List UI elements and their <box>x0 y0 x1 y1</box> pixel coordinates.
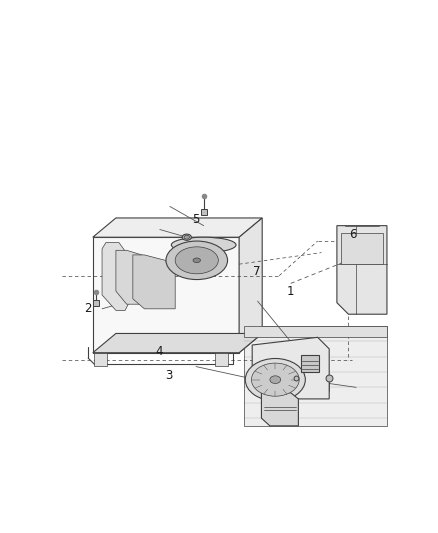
Text: 6: 6 <box>349 228 357 241</box>
Ellipse shape <box>182 234 191 240</box>
Polygon shape <box>301 355 319 372</box>
Text: 1: 1 <box>286 285 294 298</box>
Polygon shape <box>215 353 228 366</box>
Polygon shape <box>133 255 175 309</box>
Ellipse shape <box>193 258 201 263</box>
Ellipse shape <box>166 241 228 280</box>
Ellipse shape <box>251 363 299 396</box>
Ellipse shape <box>245 359 305 401</box>
Polygon shape <box>341 233 383 264</box>
Ellipse shape <box>171 237 236 253</box>
Polygon shape <box>116 251 156 304</box>
Polygon shape <box>337 225 387 314</box>
Polygon shape <box>94 353 107 366</box>
Ellipse shape <box>270 376 281 384</box>
Text: 4: 4 <box>155 345 162 358</box>
Text: 2: 2 <box>84 302 92 314</box>
Polygon shape <box>93 218 262 237</box>
Polygon shape <box>102 243 129 310</box>
Polygon shape <box>252 337 329 399</box>
Ellipse shape <box>184 235 190 239</box>
Polygon shape <box>261 393 298 426</box>
Text: 7: 7 <box>253 265 260 278</box>
Text: 3: 3 <box>165 369 173 382</box>
Polygon shape <box>239 218 262 353</box>
Text: 5: 5 <box>192 213 199 227</box>
Polygon shape <box>93 237 239 353</box>
Polygon shape <box>244 326 387 337</box>
Ellipse shape <box>175 247 218 274</box>
Polygon shape <box>93 334 262 353</box>
Polygon shape <box>244 326 387 426</box>
